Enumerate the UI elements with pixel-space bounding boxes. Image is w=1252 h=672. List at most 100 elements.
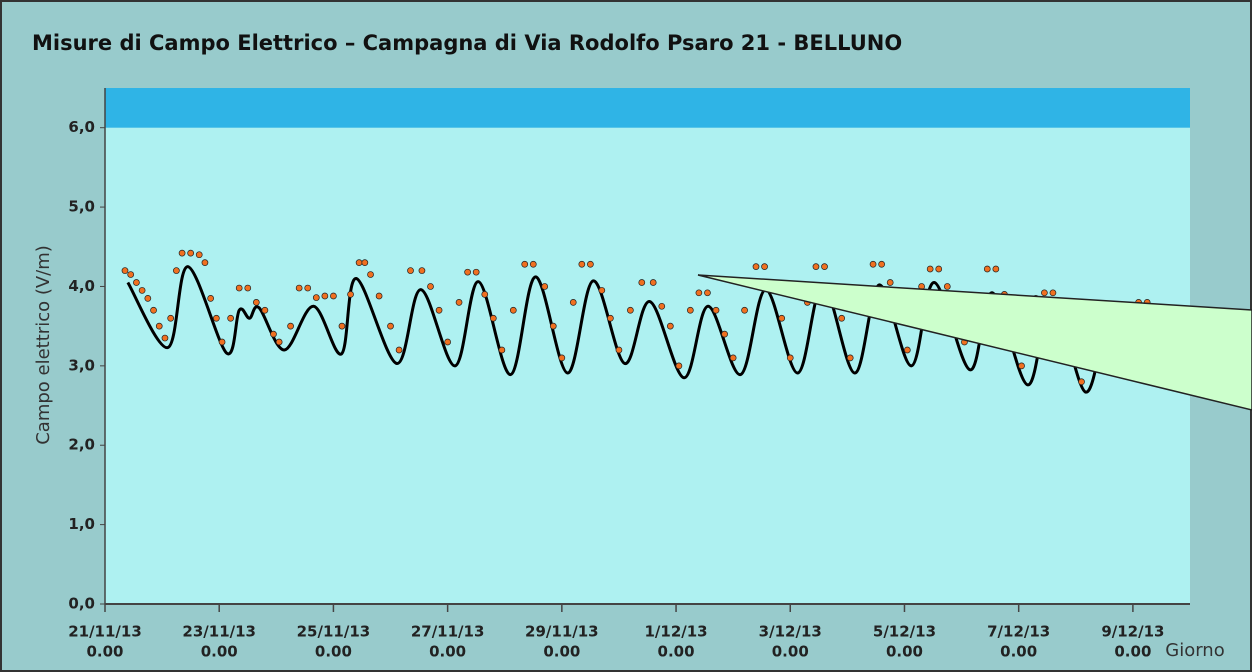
measure-point: [627, 307, 633, 313]
x-tick-time: 0.00: [543, 643, 580, 661]
x-tick-time: 0.00: [315, 643, 352, 661]
measure-point: [296, 285, 302, 291]
x-tick-label: 27/11/13: [411, 623, 485, 641]
measure-point: [1050, 290, 1056, 296]
measure-point: [313, 295, 319, 301]
measure-point: [779, 315, 785, 321]
measure-point: [330, 293, 336, 299]
measure-point: [356, 260, 362, 266]
measure-point: [482, 291, 488, 297]
measure-point: [162, 335, 168, 341]
measure-point: [787, 355, 793, 361]
measure-point: [445, 339, 451, 345]
measure-point: [879, 261, 885, 267]
x-tick-time: 0.00: [772, 643, 809, 661]
measure-point: [753, 264, 759, 270]
measure-point: [927, 266, 933, 272]
x-tick-time: 0.00: [86, 643, 123, 661]
measure-point: [305, 285, 311, 291]
measure-point: [228, 315, 234, 321]
measure-point: [219, 339, 225, 345]
measure-point: [607, 315, 613, 321]
measure-point: [270, 331, 276, 337]
measure-point: [376, 293, 382, 299]
measure-point: [570, 299, 576, 305]
measure-point: [122, 268, 128, 274]
measure-point: [530, 261, 536, 267]
measure-point: [542, 283, 548, 289]
measure-point: [262, 307, 268, 313]
measure-point: [213, 315, 219, 321]
measure-point: [510, 307, 516, 313]
measure-point: [650, 279, 656, 285]
measure-point: [730, 355, 736, 361]
measure-point: [599, 287, 605, 293]
x-tick-label: 29/11/13: [525, 623, 599, 641]
measure-point: [128, 272, 134, 278]
measure-point: [202, 260, 208, 266]
measure-point: [168, 315, 174, 321]
measure-point: [339, 323, 345, 329]
measure-point: [1079, 379, 1085, 385]
x-axis-label: Giorno: [1165, 640, 1224, 661]
measure-point: [616, 347, 622, 353]
x-tick-label: 25/11/13: [297, 623, 371, 641]
measure-point: [473, 269, 479, 275]
limit-band: [105, 88, 1190, 128]
measure-point: [550, 323, 556, 329]
measure-point: [408, 268, 414, 274]
measure-point: [322, 293, 328, 299]
measure-point: [179, 250, 185, 256]
measure-point: [288, 323, 294, 329]
chart-title: Misure di Campo Elettrico – Campagna di …: [32, 31, 902, 55]
chart: Misure di Campo Elettrico – Campagna di …: [0, 0, 1252, 672]
measure-point: [499, 347, 505, 353]
x-tick-label: 23/11/13: [182, 623, 256, 641]
x-tick-time: 0.00: [886, 643, 923, 661]
y-tick-label: 1,0: [68, 515, 95, 533]
y-axis-label: Campo elettrico (V/m): [33, 245, 54, 445]
measure-point: [436, 307, 442, 313]
measure-point: [984, 266, 990, 272]
y-tick-label: 3,0: [68, 356, 95, 374]
y-tick-label: 2,0: [68, 436, 95, 454]
x-tick-label: 9/12/13: [1101, 623, 1164, 641]
x-tick-label: 3/12/13: [759, 623, 822, 641]
page: Misure di Campo Elettrico – Campagna di …: [0, 0, 1252, 672]
measure-point: [839, 315, 845, 321]
y-tick-label: 4,0: [68, 277, 95, 295]
measure-point: [639, 279, 645, 285]
x-tick-time: 0.00: [201, 643, 238, 661]
y-tick-label: 6,0: [68, 118, 95, 136]
measure-point: [139, 287, 145, 293]
x-tick-label: 5/12/13: [873, 623, 936, 641]
measure-point: [762, 264, 768, 270]
measure-point: [722, 331, 728, 337]
measure-point: [368, 272, 374, 278]
measure-point: [936, 266, 942, 272]
measure-point: [559, 355, 565, 361]
measure-point: [822, 264, 828, 270]
measure-point: [490, 315, 496, 321]
measure-point: [813, 264, 819, 270]
measure-point: [236, 285, 242, 291]
measure-point: [388, 323, 394, 329]
measure-point: [667, 323, 673, 329]
measure-point: [696, 290, 702, 296]
measure-point: [156, 323, 162, 329]
x-tick-label: 1/12/13: [644, 623, 707, 641]
measure-point: [465, 269, 471, 275]
measure-point: [579, 261, 585, 267]
measure-point: [276, 339, 282, 345]
x-tick-time: 0.00: [658, 643, 695, 661]
measure-point: [1041, 290, 1047, 296]
measure-point: [208, 295, 214, 301]
x-tick-time: 0.00: [429, 643, 466, 661]
measure-point: [887, 279, 893, 285]
measure-point: [687, 307, 693, 313]
x-tick-time: 0.00: [1000, 643, 1037, 661]
y-tick-label: 5,0: [68, 198, 95, 216]
measure-point: [419, 268, 425, 274]
measure-point: [348, 291, 354, 297]
measure-point: [847, 355, 853, 361]
